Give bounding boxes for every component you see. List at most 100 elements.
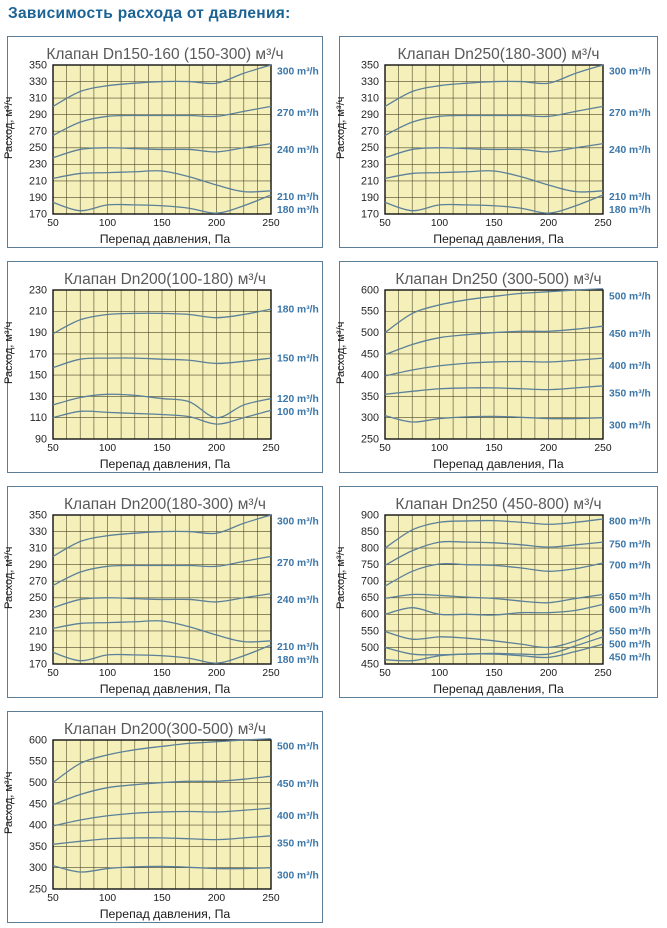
svg-text:230: 230 [29,609,47,621]
svg-text:250: 250 [262,443,279,454]
svg-text:100: 100 [99,893,116,904]
svg-text:330: 330 [29,526,47,538]
svg-text:250: 250 [29,142,47,154]
svg-text:250: 250 [361,433,379,445]
svg-text:250: 250 [29,592,47,604]
svg-text:350: 350 [29,59,47,71]
svg-text:200: 200 [208,668,225,679]
svg-text:100: 100 [431,218,448,229]
svg-text:250: 250 [594,668,611,679]
svg-text:270: 270 [361,126,379,138]
svg-text:650 m³/h: 650 m³/h [609,592,651,603]
svg-text:600: 600 [29,734,47,746]
svg-text:400 m³/h: 400 m³/h [609,361,651,372]
svg-text:500 m³/h: 500 m³/h [609,640,651,651]
svg-text:200: 200 [540,668,557,679]
svg-text:180 m³/h: 180 m³/h [609,205,651,216]
svg-text:150: 150 [485,443,502,454]
svg-text:800 m³/h: 800 m³/h [609,516,651,527]
svg-text:190: 190 [29,192,47,204]
svg-text:50: 50 [379,443,391,454]
svg-text:500 m³/h: 500 m³/h [609,291,651,302]
svg-text:130: 130 [29,391,47,403]
svg-text:200: 200 [540,218,557,229]
svg-text:150: 150 [153,218,170,229]
svg-text:110: 110 [30,412,47,424]
svg-text:210 m³/h: 210 m³/h [609,192,651,203]
svg-text:50: 50 [47,443,59,454]
svg-text:300: 300 [29,862,47,874]
svg-text:450: 450 [361,658,379,670]
svg-text:400: 400 [361,370,379,382]
svg-text:270: 270 [29,126,47,138]
svg-text:50: 50 [47,668,59,679]
svg-text:500 m³/h: 500 m³/h [277,741,319,752]
svg-text:170: 170 [29,208,47,220]
svg-text:350: 350 [29,841,47,853]
svg-text:290: 290 [29,109,47,121]
svg-text:500: 500 [361,327,379,339]
svg-text:550: 550 [361,306,379,318]
svg-text:500: 500 [29,777,47,789]
svg-text:230: 230 [361,159,379,171]
svg-text:310: 310 [29,543,47,555]
svg-text:250: 250 [262,893,279,904]
svg-text:550: 550 [29,756,47,768]
svg-text:700 m³/h: 700 m³/h [609,560,651,571]
svg-text:150: 150 [485,218,502,229]
svg-text:150: 150 [153,893,170,904]
svg-text:750: 750 [361,559,379,571]
svg-text:210: 210 [29,175,47,187]
svg-text:500: 500 [361,642,379,654]
svg-text:250: 250 [262,218,279,229]
svg-text:330: 330 [29,76,47,88]
svg-text:300 m³/h: 300 m³/h [277,516,319,527]
svg-text:100: 100 [99,443,116,454]
svg-text:350 m³/h: 350 m³/h [609,389,651,400]
svg-text:200: 200 [208,443,225,454]
svg-text:100: 100 [99,668,116,679]
svg-text:600: 600 [361,609,379,621]
svg-text:300: 300 [361,412,379,424]
svg-text:180 m³/h: 180 m³/h [277,655,319,666]
svg-text:350: 350 [361,391,379,403]
svg-text:350 m³/h: 350 m³/h [277,839,319,850]
svg-text:310: 310 [361,93,379,105]
svg-text:650: 650 [361,592,379,604]
svg-text:210 m³/h: 210 m³/h [277,192,319,203]
svg-text:210: 210 [29,306,47,318]
svg-text:400: 400 [29,820,47,832]
svg-text:210: 210 [361,175,379,187]
svg-text:170: 170 [29,348,47,360]
svg-text:250: 250 [262,668,279,679]
svg-text:850: 850 [361,526,379,538]
svg-text:190: 190 [29,642,47,654]
svg-text:250: 250 [594,218,611,229]
svg-text:270: 270 [29,576,47,588]
svg-text:300 m³/h: 300 m³/h [609,420,651,431]
svg-text:50: 50 [379,668,391,679]
svg-text:50: 50 [47,893,59,904]
svg-text:270 m³/h: 270 m³/h [277,108,319,119]
svg-text:180 m³/h: 180 m³/h [277,205,319,216]
svg-text:350: 350 [361,59,379,71]
svg-text:550 m³/h: 550 m³/h [609,627,651,638]
svg-text:230: 230 [29,159,47,171]
svg-text:100 m³/h: 100 m³/h [277,407,319,418]
svg-text:240 m³/h: 240 m³/h [277,595,319,606]
svg-text:350: 350 [29,509,47,521]
svg-text:450 m³/h: 450 m³/h [609,653,651,664]
svg-text:100: 100 [431,443,448,454]
svg-text:450: 450 [29,798,47,810]
svg-text:150: 150 [485,668,502,679]
svg-text:230: 230 [29,284,47,296]
svg-text:170: 170 [361,208,379,220]
svg-text:450 m³/h: 450 m³/h [277,779,319,790]
svg-text:90: 90 [35,433,47,445]
svg-text:290: 290 [361,109,379,121]
svg-text:200: 200 [208,218,225,229]
svg-text:900: 900 [361,509,379,521]
svg-text:300 m³/h: 300 m³/h [277,870,319,881]
svg-text:800: 800 [361,543,379,555]
svg-text:170: 170 [29,658,47,670]
